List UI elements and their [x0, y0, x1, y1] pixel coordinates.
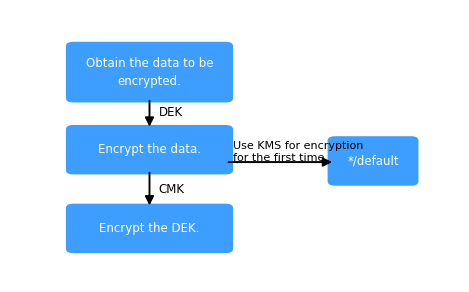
- Text: Use KMS for encryption: Use KMS for encryption: [233, 141, 363, 151]
- FancyBboxPatch shape: [327, 136, 418, 186]
- Text: Encrypt the data.: Encrypt the data.: [98, 143, 201, 156]
- Text: Encrypt the DEK.: Encrypt the DEK.: [99, 222, 200, 235]
- Text: CMK: CMK: [159, 182, 185, 196]
- Text: DEK: DEK: [159, 106, 183, 119]
- FancyBboxPatch shape: [66, 125, 233, 174]
- Text: Obtain the data to be
encrypted.: Obtain the data to be encrypted.: [86, 57, 213, 88]
- Text: */default: */default: [347, 154, 399, 167]
- FancyBboxPatch shape: [66, 42, 233, 102]
- FancyBboxPatch shape: [66, 204, 233, 253]
- Text: for the first time.: for the first time.: [233, 153, 328, 163]
